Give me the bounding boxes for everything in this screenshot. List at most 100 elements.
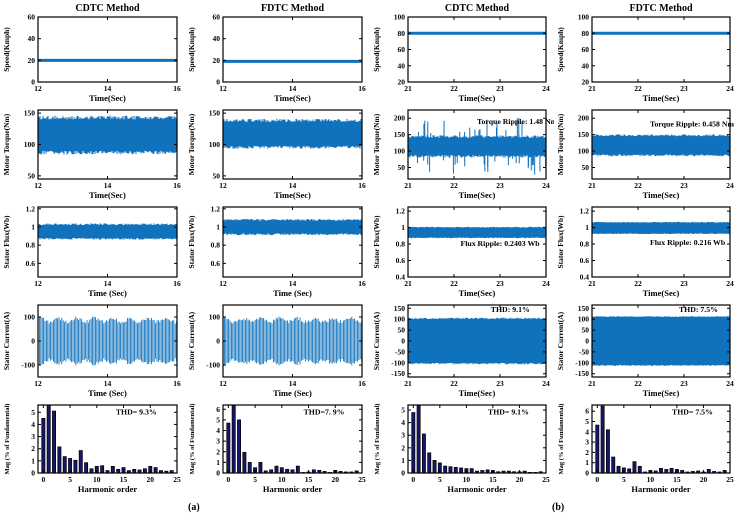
svg-text:5: 5 (438, 475, 442, 484)
svg-text:100: 100 (578, 315, 590, 324)
svg-text:21: 21 (588, 84, 596, 93)
svg-text:-50: -50 (579, 347, 589, 356)
svg-text:Harmonic order: Harmonic order (447, 484, 506, 494)
svg-text:24: 24 (542, 181, 550, 190)
svg-text:0.6: 0.6 (396, 256, 406, 265)
svg-text:0: 0 (585, 337, 589, 346)
svg-text:50: 50 (582, 326, 590, 335)
svg-text:16: 16 (358, 379, 366, 388)
svg-text:0.8: 0.8 (580, 240, 590, 249)
svg-text:20: 20 (28, 56, 36, 65)
svg-text:4: 4 (585, 427, 589, 436)
svg-text:16: 16 (173, 279, 181, 288)
svg-text:10: 10 (278, 475, 286, 484)
svg-text:25: 25 (726, 475, 734, 484)
svg-text:Time(Sec): Time(Sec) (89, 93, 126, 103)
chart-torque-fdtc-high: 21 22 23 24 50 100 150 200 Time(Sec) Motor Torque… (554, 104, 738, 201)
svg-text:Time(Sec): Time(Sec) (643, 388, 680, 398)
svg-text:0.8: 0.8 (211, 241, 221, 250)
svg-text:150: 150 (578, 130, 590, 139)
svg-text:100: 100 (578, 13, 590, 22)
svg-text:Time(Sec): Time(Sec) (459, 190, 496, 200)
svg-text:1: 1 (31, 456, 35, 465)
svg-text:40: 40 (582, 61, 590, 70)
svg-text:Harmonic order: Harmonic order (78, 484, 137, 494)
svg-text:22: 22 (450, 379, 458, 388)
svg-text:15: 15 (489, 475, 497, 484)
svg-text:5: 5 (31, 408, 35, 417)
svg-text:14: 14 (104, 181, 112, 190)
svg-text:14: 14 (289, 84, 297, 93)
svg-text:3: 3 (585, 438, 589, 447)
svg-text:Time(Sec): Time(Sec) (274, 190, 311, 200)
svg-text:-150: -150 (391, 369, 405, 378)
chart-flux-cdtc-high: 21 22 23 24 0.4 0.6 0.8 1 1.2 Time(Sec) Stator Flu… (370, 201, 554, 299)
svg-text:10: 10 (647, 475, 655, 484)
svg-text:CDTC Method: CDTC Method (75, 3, 140, 14)
svg-text:0: 0 (216, 337, 220, 346)
svg-text:FDTC Method: FDTC Method (261, 3, 324, 14)
svg-text:1.2: 1.2 (580, 207, 590, 216)
svg-text:1.2: 1.2 (211, 204, 221, 213)
svg-text:12: 12 (219, 181, 227, 190)
svg-text:25: 25 (358, 475, 366, 484)
svg-text:Time (Sec): Time (Sec) (88, 388, 127, 398)
chart-current-fdtc-low: 12 14 16 -100 0 100 Time (Sec) Stator Current(A… (185, 299, 370, 399)
svg-text:0.6: 0.6 (26, 259, 36, 268)
svg-text:Mag (% of Fundamental): Mag (% of Fundamental) (558, 404, 565, 475)
svg-text:20: 20 (700, 475, 708, 484)
svg-text:60: 60 (28, 13, 36, 22)
svg-text:6: 6 (585, 407, 589, 416)
svg-text:60: 60 (582, 45, 590, 54)
svg-text:15: 15 (305, 475, 313, 484)
svg-text:23: 23 (680, 379, 688, 388)
svg-text:14: 14 (104, 279, 112, 288)
svg-text:50: 50 (582, 163, 590, 172)
svg-text:Time(Sec): Time(Sec) (643, 93, 680, 103)
svg-text:60: 60 (398, 45, 406, 54)
svg-text:100: 100 (578, 147, 590, 156)
svg-text:2: 2 (401, 443, 405, 452)
svg-text:23: 23 (680, 84, 688, 93)
svg-text:Stator Current(A): Stator Current(A) (556, 311, 565, 370)
chart-harmonics-cdtc-high: 0 5 10 15 20 25 0 1 2 3 4 5 Harmonic order Mag (% of … (370, 399, 554, 500)
svg-text:Mag (% of Fundamental): Mag (% of Fundamental) (4, 404, 11, 475)
svg-text:150: 150 (394, 130, 406, 139)
svg-text:21: 21 (404, 84, 412, 93)
svg-text:Stator Flux(Wb): Stator Flux(Wb) (372, 215, 381, 268)
figure-sublabel-b: (b) (552, 502, 565, 513)
svg-text:1: 1 (585, 223, 589, 232)
svg-text:20: 20 (147, 475, 155, 484)
svg-text:14: 14 (289, 379, 297, 388)
svg-text:Time(Sec): Time(Sec) (459, 288, 496, 298)
svg-text:16: 16 (173, 181, 181, 190)
chart-torque-fdtc-low: 12 14 16 50 100 150 Time(Sec) Motor Torque(Nm) (185, 104, 370, 201)
svg-text:THD= 9.3%: THD= 9.3% (116, 408, 157, 417)
svg-text:16: 16 (358, 181, 366, 190)
svg-text:23: 23 (496, 279, 504, 288)
chart-harmonics-fdtc-high: 0 5 10 15 20 25 0 1 2 3 4 5 6 Harmonic order Mag (% of… (554, 399, 738, 500)
svg-text:Motor Torque(Nm): Motor Torque(Nm) (556, 113, 565, 175)
svg-text:22: 22 (450, 84, 458, 93)
chart-grid: 12 14 16 0 20 40 60 CDTC Method Time(Sec) Speed(K… (2, 3, 738, 500)
svg-text:4: 4 (216, 426, 220, 435)
svg-text:THD: 9.1%: THD: 9.1% (491, 305, 530, 314)
svg-text:100: 100 (394, 147, 406, 156)
svg-text:22: 22 (634, 379, 642, 388)
svg-text:Stator Current(A): Stator Current(A) (372, 311, 381, 370)
svg-text:14: 14 (289, 279, 297, 288)
svg-text:Motor Torque(Nm): Motor Torque(Nm) (2, 113, 11, 175)
svg-text:-100: -100 (575, 358, 589, 367)
svg-text:40: 40 (213, 34, 221, 43)
svg-text:150: 150 (209, 109, 221, 118)
svg-text:20: 20 (332, 475, 340, 484)
svg-text:Time (Sec): Time (Sec) (273, 288, 312, 298)
chart-flux-fdtc-low: 12 14 16 0.6 0.8 1 1.2 Time (Sec) Stator Flux(Wb… (185, 201, 370, 299)
svg-text:1: 1 (401, 456, 405, 465)
svg-text:6: 6 (216, 405, 220, 414)
svg-text:Stator Current(A): Stator Current(A) (187, 311, 196, 370)
svg-text:Speed(Kmph): Speed(Kmph) (372, 27, 381, 72)
svg-text:CDTC Method: CDTC Method (445, 3, 510, 14)
svg-text:24: 24 (542, 279, 550, 288)
svg-text:Stator Flux(Wb): Stator Flux(Wb) (187, 215, 196, 268)
